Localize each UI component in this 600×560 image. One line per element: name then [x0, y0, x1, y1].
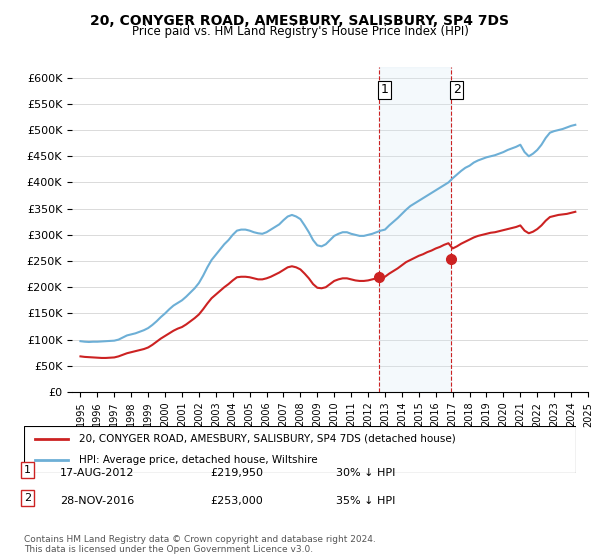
Text: £253,000: £253,000 [210, 496, 263, 506]
Text: Contains HM Land Registry data © Crown copyright and database right 2024.
This d: Contains HM Land Registry data © Crown c… [24, 535, 376, 554]
Text: 17-AUG-2012: 17-AUG-2012 [60, 468, 134, 478]
Text: 2: 2 [453, 83, 461, 96]
Text: 20, CONYGER ROAD, AMESBURY, SALISBURY, SP4 7DS (detached house): 20, CONYGER ROAD, AMESBURY, SALISBURY, S… [79, 434, 456, 444]
Text: 35% ↓ HPI: 35% ↓ HPI [336, 496, 395, 506]
Text: £219,950: £219,950 [210, 468, 263, 478]
FancyBboxPatch shape [24, 426, 576, 473]
Text: Price paid vs. HM Land Registry's House Price Index (HPI): Price paid vs. HM Land Registry's House … [131, 25, 469, 38]
Text: HPI: Average price, detached house, Wiltshire: HPI: Average price, detached house, Wilt… [79, 455, 318, 465]
Bar [379, 67, 451, 392]
Text: 1: 1 [24, 465, 31, 475]
Text: 28-NOV-2016: 28-NOV-2016 [60, 496, 134, 506]
Text: 1: 1 [380, 83, 388, 96]
Text: 20, CONYGER ROAD, AMESBURY, SALISBURY, SP4 7DS: 20, CONYGER ROAD, AMESBURY, SALISBURY, S… [91, 14, 509, 28]
Text: 2: 2 [24, 493, 31, 503]
Text: 30% ↓ HPI: 30% ↓ HPI [336, 468, 395, 478]
